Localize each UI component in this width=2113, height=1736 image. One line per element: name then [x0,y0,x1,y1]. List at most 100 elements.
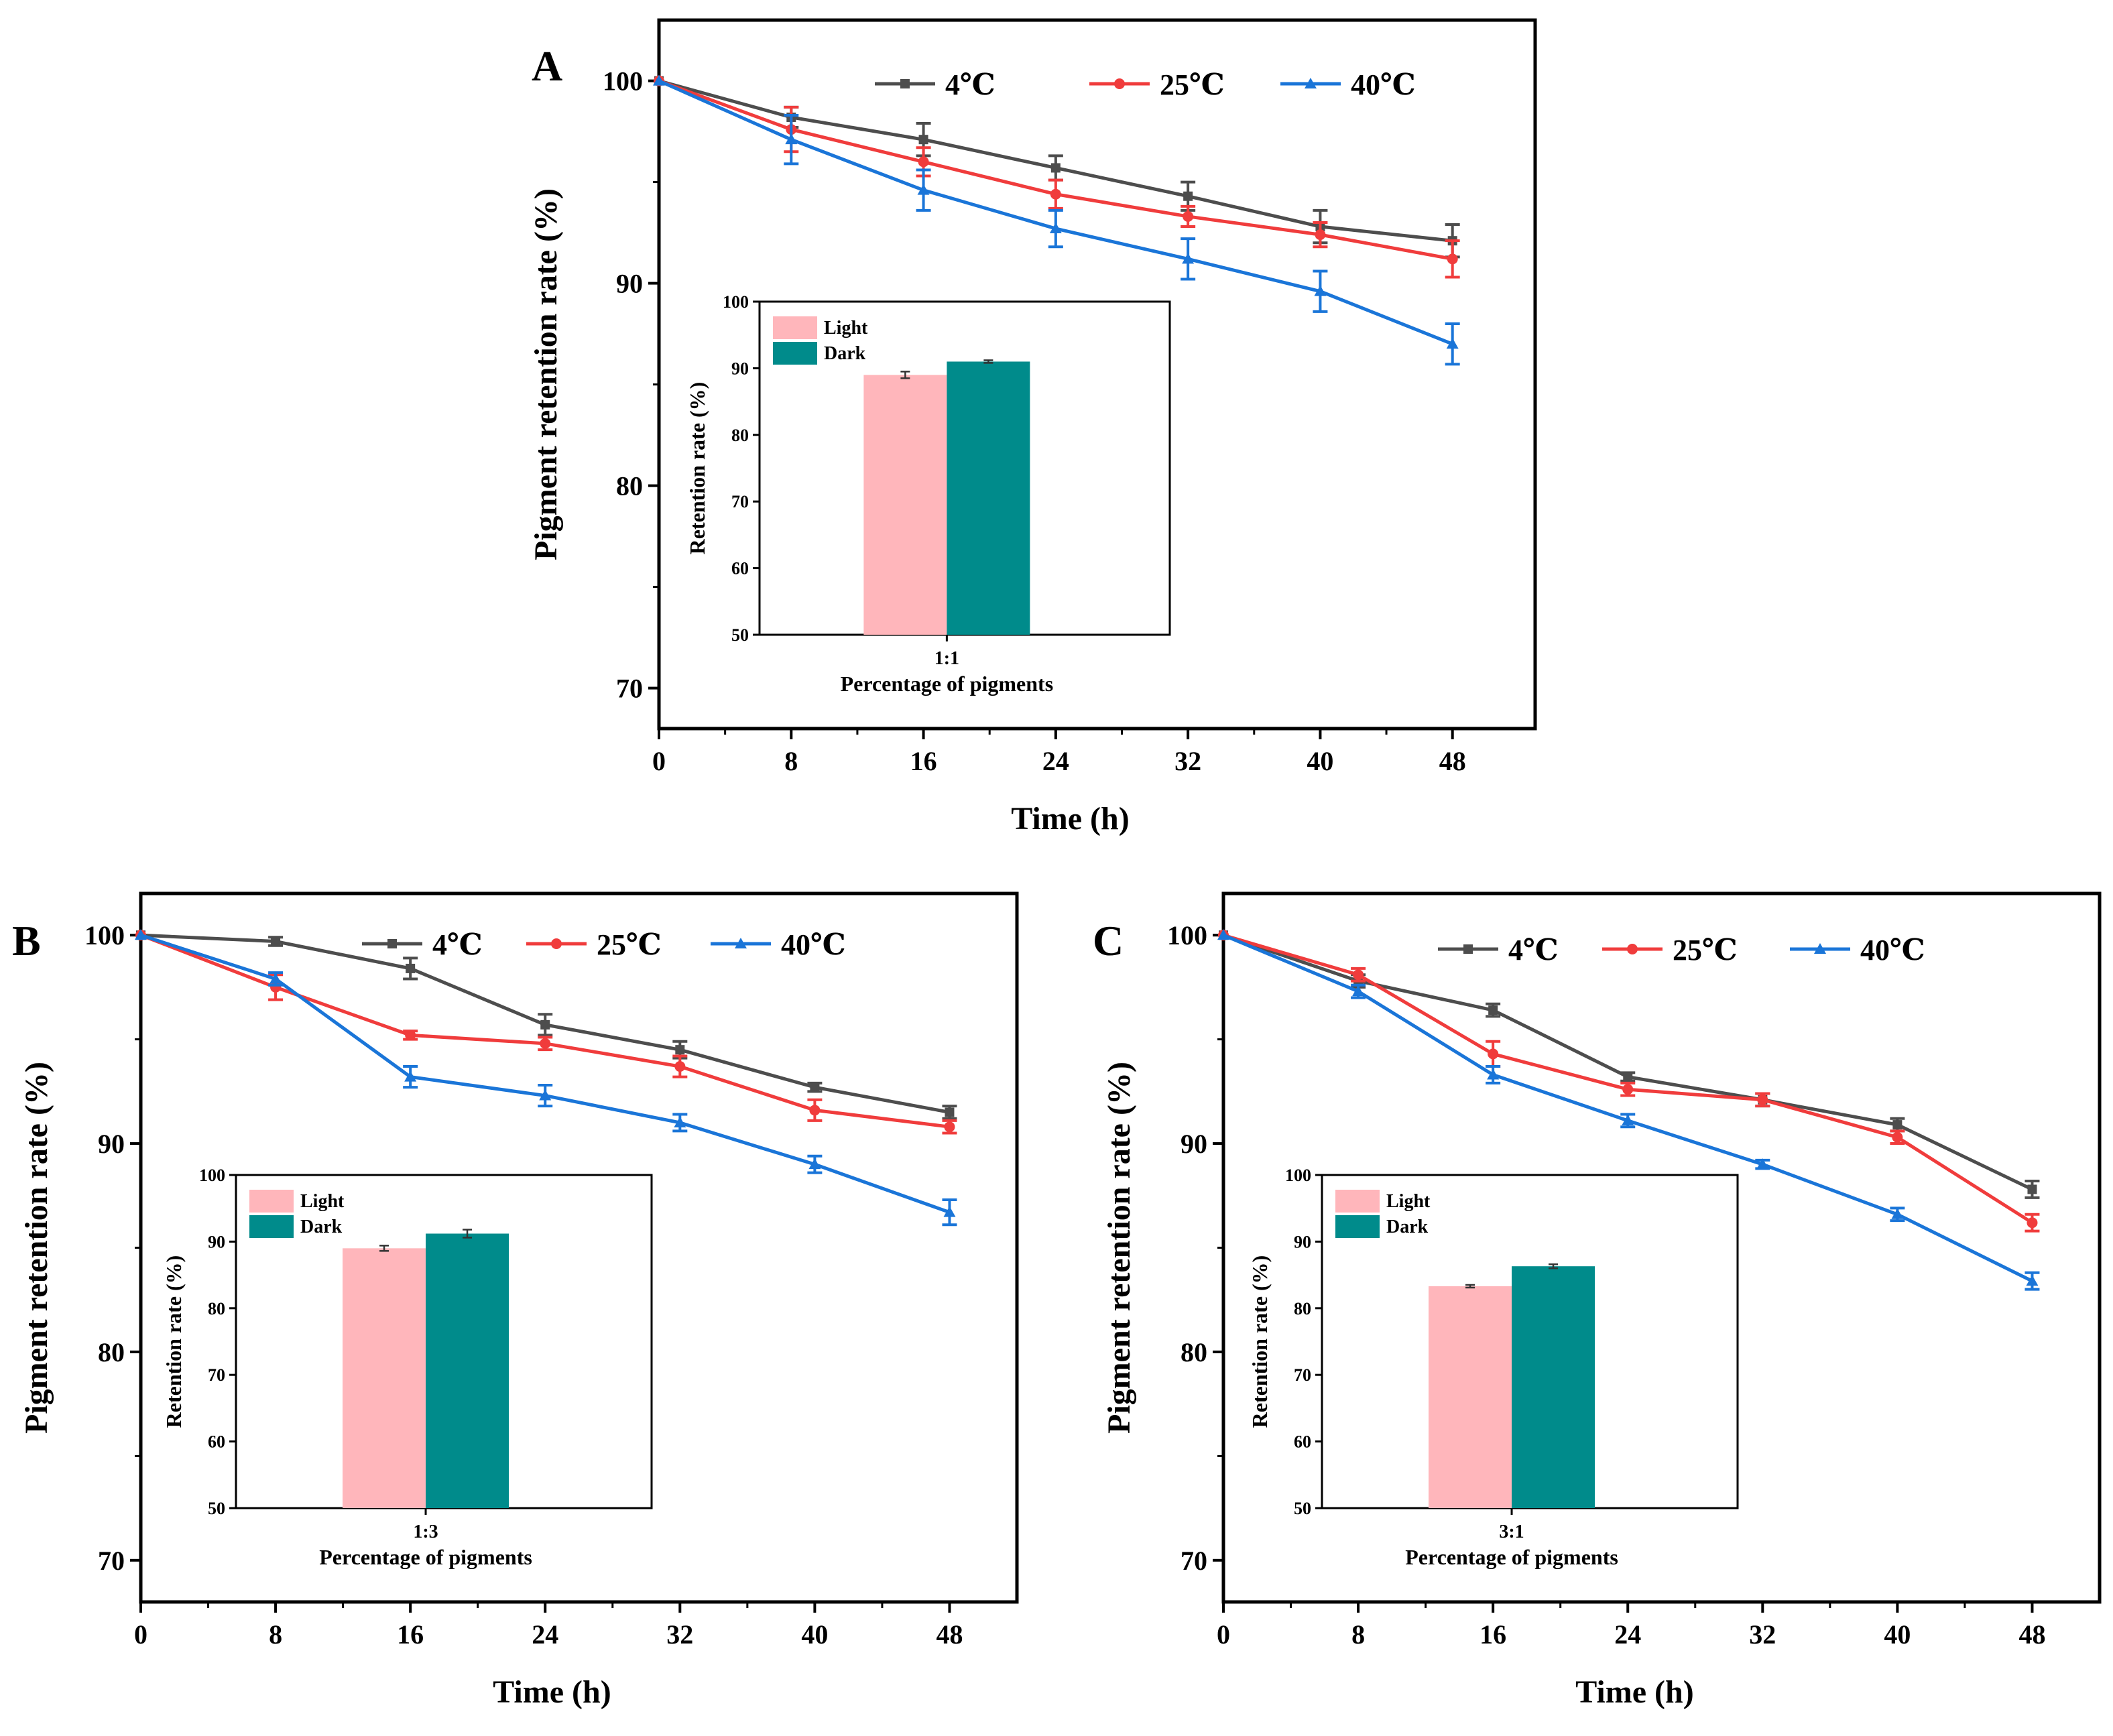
legend-item: 4℃ [362,928,483,961]
x-tick-label: 32 [1174,746,1201,776]
x-tick-label: 24 [1042,746,1069,776]
legend: 4℃ 25℃ 40℃ [362,928,846,961]
legend-label: 40℃ [1351,68,1416,101]
inset-y-axis-title: Retention rate (%) [1248,1255,1272,1428]
data-point [405,1030,416,1041]
x-tick-label: 32 [666,1619,693,1650]
inset-legend-item: Light [773,316,868,339]
y-tick-label: 90 [98,1129,125,1159]
legend-label: 40℃ [1860,934,1925,967]
panel-b: B 0 8 16 24 32 40 48 70 80 90 100 Time (h) Pigment re… [12,891,1019,1710]
legend-item: 25℃ [526,928,662,961]
inset-y-tick-label: 90 [1294,1232,1311,1251]
inset-legend-item: Dark [773,342,866,365]
inset-y-tick-label: 90 [208,1232,225,1251]
legend-swatch-marker [1114,78,1125,89]
legend-item: 4℃ [875,68,995,101]
y-tick-label: 80 [616,471,643,501]
data-point [404,1070,417,1082]
y-tick-label: 100 [1167,920,1207,950]
legend: 4℃ 25℃ 40℃ [875,68,1416,101]
x-axis-title: Time (h) [493,1674,611,1710]
data-point [1892,1120,1903,1130]
inset-bar-dark [426,1233,509,1508]
x-tick-label: 40 [1884,1619,1911,1650]
panel-letter: B [12,917,41,965]
x-tick-label: 16 [910,746,937,776]
legend-label: 4℃ [945,68,995,101]
data-point [785,133,798,145]
x-tick-label: 40 [801,1619,828,1650]
data-point [135,929,147,940]
inset-bar-light [863,375,947,635]
series-line [140,933,951,1215]
inset-x-axis-title: Percentage of pigments [1405,1545,1618,1569]
data-point [653,74,665,86]
inset-y-tick-label: 100 [1285,1166,1311,1185]
data-point [1049,223,1062,234]
x-tick-label: 48 [2018,1619,2045,1650]
data-point [1315,229,1326,241]
data-point [540,1019,550,1030]
inset-y-tick-label: 80 [1294,1299,1311,1318]
panel-letter: C [1093,917,1124,965]
x-tick-label: 40 [1307,746,1333,776]
inset-y-tick-label: 50 [208,1499,225,1518]
inset-y-tick-label: 50 [731,625,749,645]
legend-label: 4℃ [1508,934,1559,967]
legend-label: 25℃ [597,928,662,961]
data-point [1623,1072,1633,1082]
inset-legend-item: Dark [249,1215,343,1238]
data-point [1622,1084,1634,1095]
data-point [1183,191,1193,201]
inset-y-tick-label: 70 [1294,1365,1311,1385]
x-tick-label: 0 [1217,1619,1230,1650]
legend-swatch-marker [1305,78,1317,88]
x-tick-label: 24 [1614,1619,1641,1650]
legend-item: 40℃ [1790,934,1925,967]
x-tick-label: 8 [784,746,798,776]
y-tick-label: 80 [98,1337,125,1367]
data-point [1314,285,1327,296]
inset-y-tick-label: 60 [1294,1432,1311,1452]
inset-y-tick-label: 70 [208,1365,225,1385]
data-point [540,1038,551,1049]
inset-y-tick-label: 80 [208,1299,225,1318]
inset-y-tick-label: 100 [199,1166,225,1185]
inset-category-label: 1:3 [413,1522,438,1542]
legend-item: 25℃ [1602,934,1738,967]
panel-c: C 0 8 16 24 32 40 48 70 80 90 100 Time (h) Pigment re… [1093,891,2102,1710]
inset-x-axis-title: Percentage of pigments [841,672,1054,696]
inset-legend-item: Light [249,1190,345,1213]
legend-label: 40℃ [781,928,846,961]
y-tick-label: 90 [616,269,643,299]
legend-label: 25℃ [1160,68,1225,101]
inset-legend-label: Dark [824,343,866,364]
data-point [1447,253,1458,265]
x-axis-title: Time (h) [1575,1674,1693,1710]
inset-bar-dark [1512,1266,1595,1508]
inset-legend-swatch [773,316,817,339]
inset-bar-dark [947,361,1030,635]
inset-legend-label: Light [1386,1191,1431,1212]
x-tick-label: 16 [397,1619,424,1650]
y-tick-label: 90 [1181,1129,1207,1159]
data-point [808,1158,821,1170]
data-point [1050,163,1061,173]
series-1 [136,930,957,1120]
inset-y-tick-label: 60 [731,559,749,578]
data-point [271,936,281,946]
data-point [945,1107,955,1117]
data-point [918,135,928,145]
legend-item: 4℃ [1438,934,1559,967]
data-point [674,1116,686,1127]
series-line [1223,933,2033,1191]
data-point [944,1121,955,1133]
inset-chart: 50 60 70 80 90 100 3:1 Percentage of pigments Re… [1248,1166,1739,1569]
inset-legend-swatch [249,1215,294,1238]
data-point [918,156,929,168]
panel-a: A 0 8 16 24 32 40 48 70 80 90 100 Time (h) Pigment re… [528,18,1537,836]
x-tick-label: 8 [1351,1619,1365,1650]
legend-swatch-marker [1627,944,1638,954]
